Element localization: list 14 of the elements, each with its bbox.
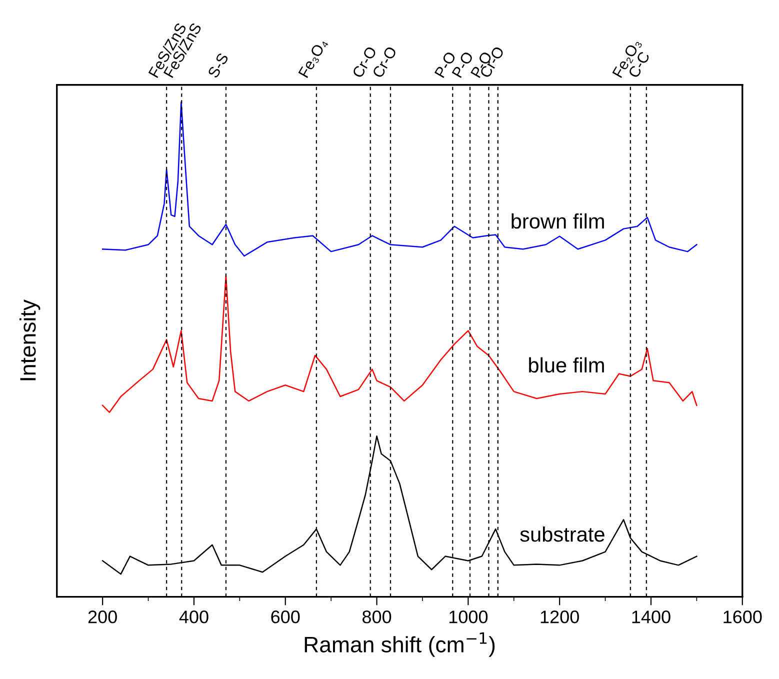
x-tick-label: 400 bbox=[179, 610, 208, 624]
series-label: substrate bbox=[520, 526, 604, 542]
series-label: brown film bbox=[512, 213, 604, 229]
x-tick-label: 200 bbox=[88, 610, 117, 624]
x-tick-label: 1000 bbox=[449, 610, 488, 624]
x-axis-title: Raman shift (cm$^{−1}$) bbox=[304, 632, 495, 657]
ref-line-label: S-S bbox=[207, 52, 229, 79]
x-tick-label: 800 bbox=[362, 610, 392, 624]
x-tick-label: 1200 bbox=[540, 610, 579, 624]
y-axis-title: Intensity bbox=[19, 300, 40, 380]
x-tick-label: 1600 bbox=[724, 610, 762, 624]
series-label: blue film bbox=[529, 357, 604, 373]
x-tick-label: 1400 bbox=[632, 610, 670, 624]
x-tick-label: 600 bbox=[271, 610, 300, 624]
